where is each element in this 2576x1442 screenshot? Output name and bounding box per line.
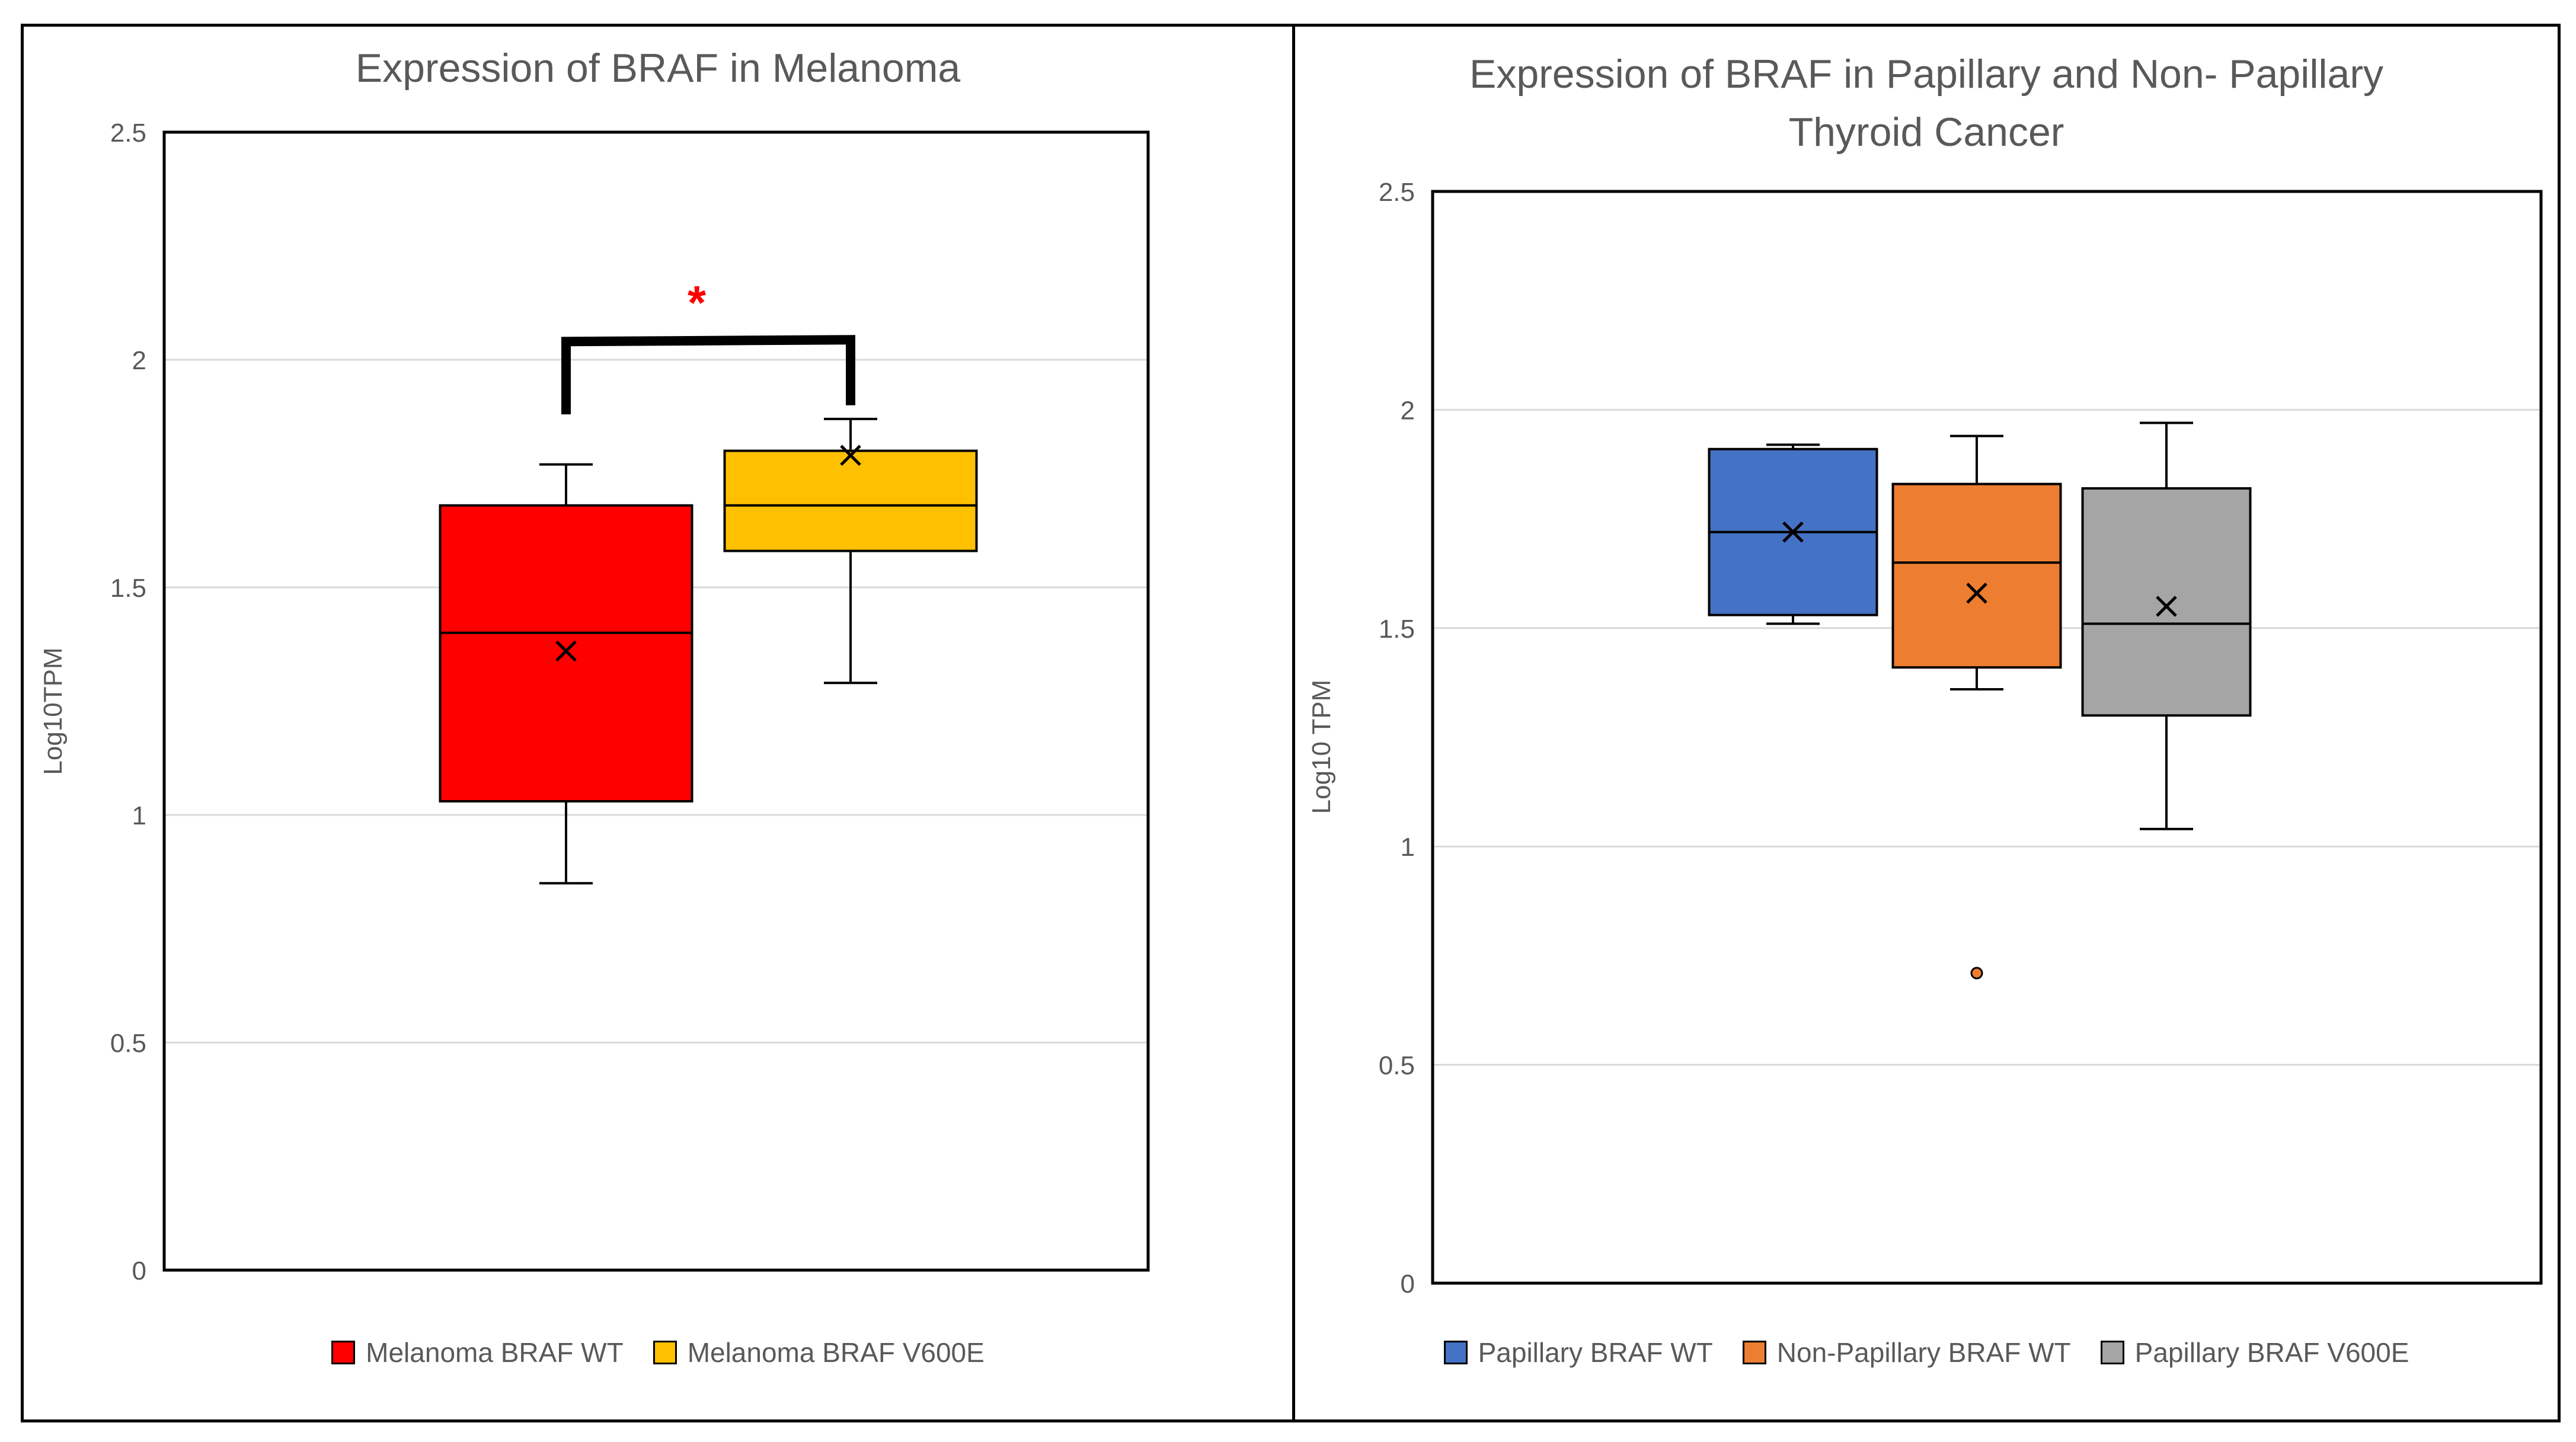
- y-tick-label: 0: [132, 1256, 146, 1286]
- legend-item-melanoma-wt: Melanoma BRAF WT: [331, 1337, 624, 1369]
- iqr-box: [2081, 487, 2252, 717]
- outlier-point: [1970, 967, 1983, 980]
- y-tick-label: 1.5: [110, 574, 146, 603]
- y-tick-label: 2: [132, 346, 146, 375]
- legend-label: Melanoma BRAF WT: [366, 1337, 624, 1368]
- legend-label: Papillary BRAF V600E: [2134, 1337, 2409, 1368]
- box-papillary-braf-wt: [1708, 443, 1878, 625]
- legend-swatch: [2100, 1341, 2124, 1364]
- iqr-box: [1891, 482, 2062, 669]
- legend-label: Melanoma BRAF V600E: [687, 1337, 985, 1368]
- melanoma-chart-panel: Expression of BRAF in Melanoma Log10TPM …: [21, 24, 1295, 1422]
- plot-area: [162, 130, 1150, 1272]
- box-non-papillary-braf-wt: [1891, 434, 2062, 980]
- chart-title-line-1: Expression of BRAF in Papillary and Non-…: [1469, 52, 2384, 97]
- y-tick-label: 2.5: [1379, 178, 1415, 207]
- legend-label: Non-Papillary BRAF WT: [1776, 1337, 2071, 1368]
- legend-swatch: [331, 1341, 356, 1364]
- significance-bracket: [561, 335, 855, 415]
- iqr-box: [439, 504, 693, 802]
- box-papillary-braf-v600e: [2081, 421, 2252, 830]
- legend-label: Papillary BRAF WT: [1478, 1337, 1713, 1368]
- y-tick-label: 0.5: [110, 1029, 146, 1058]
- box-melanoma-braf-v600e: [723, 417, 978, 685]
- legend-swatch: [1443, 1341, 1468, 1364]
- mean-marker: [1782, 521, 1804, 543]
- mean-marker: [555, 640, 577, 662]
- significance-asterisk: *: [688, 276, 707, 329]
- thyroid-chart-panel: Expression of BRAF in Papillary and Non-…: [1292, 24, 2561, 1422]
- legend: Melanoma BRAF WT Melanoma BRAF V600E: [24, 1337, 1292, 1369]
- y-tick-label: 0: [1401, 1270, 1415, 1299]
- legend: Papillary BRAF WT Non-Papillary BRAF WT …: [1295, 1337, 2558, 1369]
- y-tick-label: 2: [1401, 396, 1415, 425]
- plot-area: [1431, 190, 2543, 1285]
- melanoma-boxplot: 0 0.5 1 1.5 2 2.5: [110, 119, 1150, 1286]
- y-tick-label: 1: [1401, 833, 1415, 862]
- legend-item-papillary-wt: Papillary BRAF WT: [1443, 1337, 1713, 1369]
- legend-item-papillary-v600e: Papillary BRAF V600E: [2100, 1337, 2409, 1369]
- iqr-box: [723, 449, 978, 552]
- y-tick-label: 0.5: [1379, 1051, 1415, 1080]
- chart-title-line-2: Thyroid Cancer: [1788, 110, 2064, 155]
- thyroid-boxplot: 0 0.5 1 1.5 2 2.5: [1379, 178, 2543, 1299]
- legend-swatch: [1742, 1341, 1766, 1364]
- legend-swatch: [653, 1341, 677, 1364]
- y-tick-label: 1: [132, 801, 146, 830]
- y-tick-label: 1.5: [1379, 615, 1415, 644]
- mean-marker: [1966, 583, 1987, 604]
- mean-marker: [2156, 596, 2177, 617]
- mean-marker: [840, 445, 861, 466]
- chart-title: Expression of BRAF in Melanoma: [355, 46, 961, 91]
- y-tick-label: 2.5: [110, 119, 146, 148]
- legend-item-nonpapillary-wt: Non-Papillary BRAF WT: [1742, 1337, 2071, 1369]
- legend-item-melanoma-v600e: Melanoma BRAF V600E: [653, 1337, 985, 1369]
- box-melanoma-braf-wt: [439, 463, 693, 885]
